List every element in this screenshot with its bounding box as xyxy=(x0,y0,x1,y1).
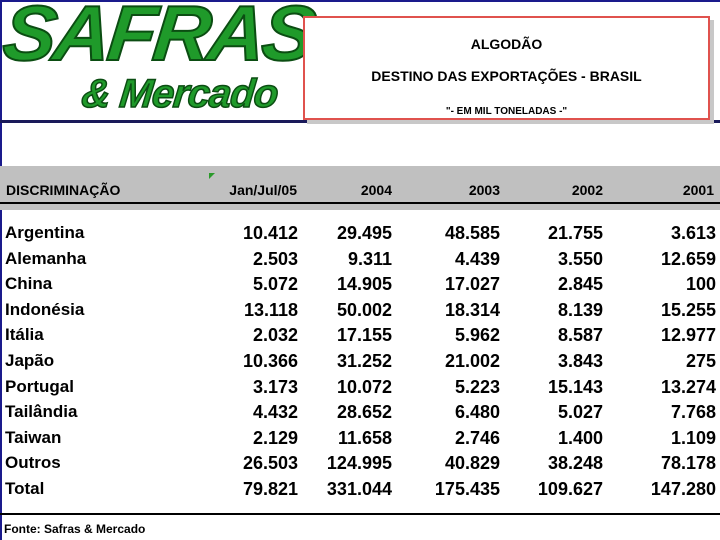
cell-jan-jul-05: 79.821 xyxy=(242,479,298,499)
cell-2002: 3.843 xyxy=(557,351,603,371)
cell-2002: 38.248 xyxy=(547,453,603,474)
cell-2003: 21.002 xyxy=(444,351,500,371)
cell-2003: 175.435 xyxy=(434,479,500,499)
cell-2001: 275 xyxy=(685,351,716,371)
cell-2002: 1.400 xyxy=(557,427,603,448)
cell-jan-jul-05: 10.412 xyxy=(242,223,298,243)
cell-2002: 5.027 xyxy=(557,402,603,423)
table-row: Taiwan 2.129 11.658 2.746 1.400 1.109 xyxy=(0,428,720,453)
cell-jan-jul-05: 2.503 xyxy=(252,248,298,269)
row-label: Indonésia xyxy=(5,299,85,319)
table-row: Argentina 10.412 29.495 48.585 21.755 3.613 xyxy=(0,223,720,248)
cell-2001: 7.768 xyxy=(670,402,716,423)
cell-2002: 8.139 xyxy=(557,299,603,320)
column-header-2001: 2001 xyxy=(682,182,714,198)
cell-2001: 100 xyxy=(685,274,716,295)
table-row: Portugal 3.173 10.072 5.223 15.143 13.274 xyxy=(0,377,720,402)
column-header-discriminacao: DISCRIMINAÇÃO xyxy=(6,182,121,198)
cell-2004: 331.044 xyxy=(326,479,392,499)
cell-2004: 11.658 xyxy=(337,427,392,448)
title-description: DESTINO DAS EXPORTAÇÕES - BRASIL xyxy=(371,68,642,84)
row-label: Tailândia xyxy=(5,402,78,422)
cell-2004: 124.995 xyxy=(326,453,392,474)
table-row: Indonésia 13.118 50.002 18.314 8.139 15.255 xyxy=(0,300,720,325)
cell-2004: 14.905 xyxy=(336,274,392,295)
cell-jan-jul-05: 26.503 xyxy=(242,453,298,474)
cell-2001: 15.255 xyxy=(660,299,716,320)
table-row: China 5.072 14.905 17.027 2.845 100 xyxy=(0,274,720,299)
cell-2002: 2.845 xyxy=(557,274,603,295)
cell-jan-jul-05: 2.129 xyxy=(252,427,298,448)
cell-2003: 2.746 xyxy=(454,427,500,448)
cell-2003: 48.585 xyxy=(444,223,500,243)
table-row: Tailândia 4.432 28.652 6.480 5.027 7.768 xyxy=(0,402,720,427)
cell-2003: 4.439 xyxy=(454,248,500,269)
cell-2002: 109.627 xyxy=(537,479,603,499)
logo-main-text: SAFRAS xyxy=(0,0,318,78)
header-rule xyxy=(0,202,720,204)
cell-2004: 28.652 xyxy=(336,402,392,423)
cell-jan-jul-05: 5.072 xyxy=(252,274,298,295)
cell-2003: 18.314 xyxy=(444,299,500,320)
cell-2004: 31.252 xyxy=(336,351,392,371)
title-commodity: ALGODÃO xyxy=(470,36,543,52)
page-border-top xyxy=(0,0,720,2)
column-header-2002: 2002 xyxy=(571,182,603,198)
table-row: Itália 2.032 17.155 5.962 8.587 12.977 xyxy=(0,325,720,350)
cell-2001: 12.977 xyxy=(660,325,716,346)
table-row: Total 79.821 331.044 175.435 109.627 147.280 xyxy=(0,479,720,504)
table-row: Outros 26.503 124.995 40.829 38.248 78.178 xyxy=(0,453,720,478)
row-label: China xyxy=(5,274,53,294)
logo-sub-text: & Mercado xyxy=(79,71,281,117)
row-label: Outros xyxy=(5,453,61,473)
cell-2003: 17.027 xyxy=(444,274,500,295)
cell-2001: 12.659 xyxy=(660,248,716,269)
title-box: ALGODÃO DESTINO DAS EXPORTAÇÕES - BRASIL… xyxy=(303,16,710,120)
row-label: Total xyxy=(5,479,45,498)
cell-2003: 5.223 xyxy=(454,376,500,397)
safras-mercado-logo: SAFRAS & Mercado xyxy=(0,0,318,122)
row-label: Portugal xyxy=(5,376,74,396)
cell-2004: 10.072 xyxy=(336,376,392,397)
title-units: "- EM MIL TONELADAS -" xyxy=(445,106,568,117)
bottom-rule xyxy=(0,513,720,515)
cell-2002: 3.550 xyxy=(557,248,603,269)
column-header-2003: 2003 xyxy=(468,182,500,198)
cell-2004: 17.155 xyxy=(336,325,392,346)
cell-2002: 21.755 xyxy=(547,223,603,243)
row-label: Taiwan xyxy=(5,427,62,447)
cell-2004: 50.002 xyxy=(336,299,392,320)
cell-2001: 13.274 xyxy=(660,376,716,397)
cell-2004: 9.311 xyxy=(347,248,392,269)
column-header-2004: 2004 xyxy=(360,182,392,198)
cell-jan-jul-05: 10.366 xyxy=(242,351,298,371)
cell-2003: 6.480 xyxy=(454,402,500,423)
row-label: Alemanha xyxy=(5,248,87,268)
cell-jan-jul-05: 3.173 xyxy=(252,376,298,397)
cell-2001: 1.109 xyxy=(670,427,716,448)
cell-comment-marker xyxy=(209,173,215,179)
cell-2001: 78.178 xyxy=(660,453,716,474)
cell-2001: 147.280 xyxy=(650,479,716,499)
cell-2003: 40.829 xyxy=(444,453,500,474)
cell-2004: 29.495 xyxy=(336,223,392,243)
row-label: Itália xyxy=(5,325,44,345)
cell-2003: 5.962 xyxy=(454,325,500,346)
page-border-left xyxy=(0,0,2,540)
table-row: Japão 10.366 31.252 21.002 3.843 275 xyxy=(0,351,720,376)
table-row: Alemanha 2.503 9.311 4.439 3.550 12.659 xyxy=(0,249,720,274)
row-label: Japão xyxy=(5,351,55,370)
row-label: Argentina xyxy=(5,223,85,242)
cell-jan-jul-05: 13.118 xyxy=(243,299,298,320)
header-divider xyxy=(0,120,720,123)
cell-jan-jul-05: 2.032 xyxy=(252,325,298,346)
cell-2002: 8.587 xyxy=(557,325,603,346)
cell-jan-jul-05: 4.432 xyxy=(252,402,298,423)
column-header-jan-jul-05: Jan/Jul/05 xyxy=(229,182,297,198)
cell-2002: 15.143 xyxy=(547,376,603,397)
source-note: Fonte: Safras & Mercado xyxy=(4,522,146,536)
cell-2001: 3.613 xyxy=(670,223,716,243)
